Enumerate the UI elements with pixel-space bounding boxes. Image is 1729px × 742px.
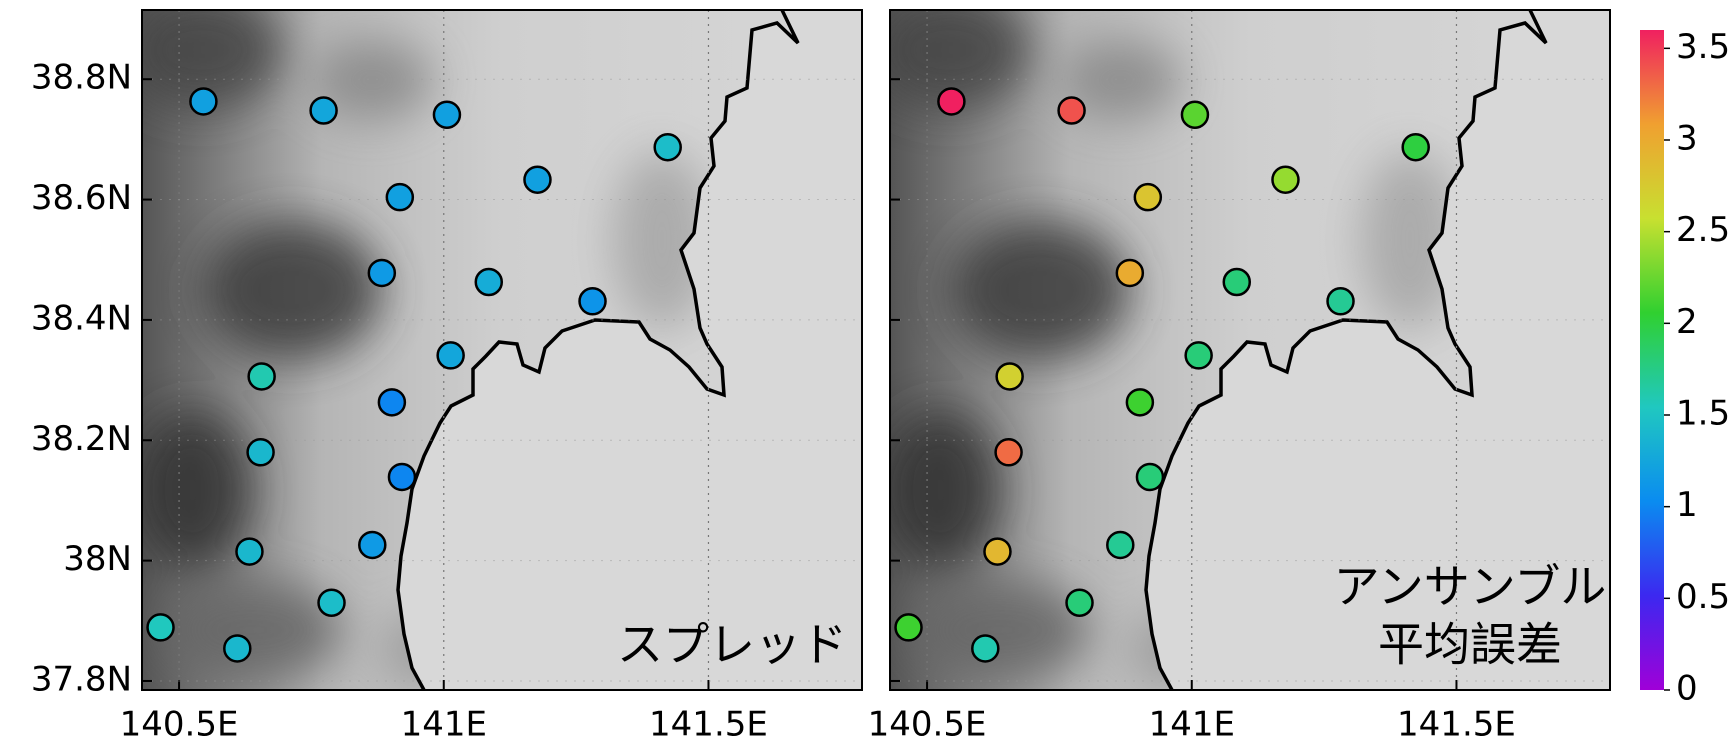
station-point — [1186, 342, 1212, 368]
y-tick-label: 38.4N — [31, 298, 132, 338]
station-point — [369, 260, 395, 286]
station-point — [996, 439, 1022, 465]
colorbar-tick-label: 2.5 — [1676, 210, 1729, 250]
station-point — [1137, 464, 1163, 490]
station-point — [249, 363, 275, 389]
station-point — [972, 635, 998, 661]
terrain — [122, 0, 862, 690]
station-point — [1067, 590, 1093, 616]
map-panel — [122, 0, 862, 690]
colorbar-tick-label: 3.5 — [1676, 27, 1729, 67]
station-point — [896, 614, 922, 640]
panel-label: 平均誤差 — [1378, 618, 1562, 672]
station-point — [359, 532, 385, 558]
colorbar-tick-label: 1.5 — [1676, 394, 1729, 434]
station-point — [580, 288, 606, 314]
station-point — [311, 97, 337, 123]
station-point — [1107, 532, 1133, 558]
station-point — [524, 167, 550, 193]
x-tick-label: 140.5E — [868, 705, 987, 742]
station-point — [1117, 260, 1143, 286]
colorbar-tick-label: 0 — [1676, 669, 1698, 709]
station-point — [938, 88, 964, 114]
station-point — [379, 389, 405, 415]
station-point — [224, 635, 250, 661]
station-point — [434, 102, 460, 128]
station-point — [387, 184, 413, 210]
station-point — [1403, 134, 1429, 160]
y-tick-label: 38.8N — [31, 58, 132, 98]
panel-label: アンサンブル — [1334, 560, 1607, 614]
colorbar-tick-label: 0.5 — [1676, 577, 1729, 617]
colorbar — [1640, 30, 1664, 690]
colorbar-tick-label: 3 — [1676, 119, 1698, 159]
x-tick-label: 141.5E — [649, 705, 768, 742]
station-point — [1224, 269, 1250, 295]
y-tick-label: 38.6N — [31, 178, 132, 218]
station-point — [1059, 97, 1085, 123]
station-point — [997, 363, 1023, 389]
y-tick-label: 38.2N — [31, 419, 132, 459]
station-point — [438, 342, 464, 368]
colorbar-tick-label: 2 — [1676, 302, 1698, 342]
x-tick-label: 141.5E — [1397, 705, 1516, 742]
x-tick-label: 141E — [1149, 705, 1235, 742]
y-tick-label: 38N — [63, 539, 132, 579]
station-point — [389, 464, 415, 490]
station-point — [248, 439, 274, 465]
station-point — [984, 539, 1010, 565]
x-tick-label: 141E — [401, 705, 487, 742]
station-point — [1127, 389, 1153, 415]
station-point — [148, 614, 174, 640]
y-tick-label: 37.8N — [31, 659, 132, 699]
panel-label: スプレッド — [617, 618, 847, 672]
station-point — [1182, 102, 1208, 128]
station-point — [1272, 167, 1298, 193]
station-point — [655, 134, 681, 160]
station-point — [476, 269, 502, 295]
station-point — [236, 539, 262, 565]
station-point — [190, 88, 216, 114]
figure: 140.5E 141E 141.5E 37.8N 38N 38.2N 38.4N 38.6N 3… — [0, 0, 1729, 742]
station-point — [319, 590, 345, 616]
x-tick-label: 140.5E — [120, 705, 239, 742]
colorbar-tick-label: 1 — [1676, 485, 1698, 525]
station-point — [1328, 288, 1354, 314]
station-point — [1135, 184, 1161, 210]
